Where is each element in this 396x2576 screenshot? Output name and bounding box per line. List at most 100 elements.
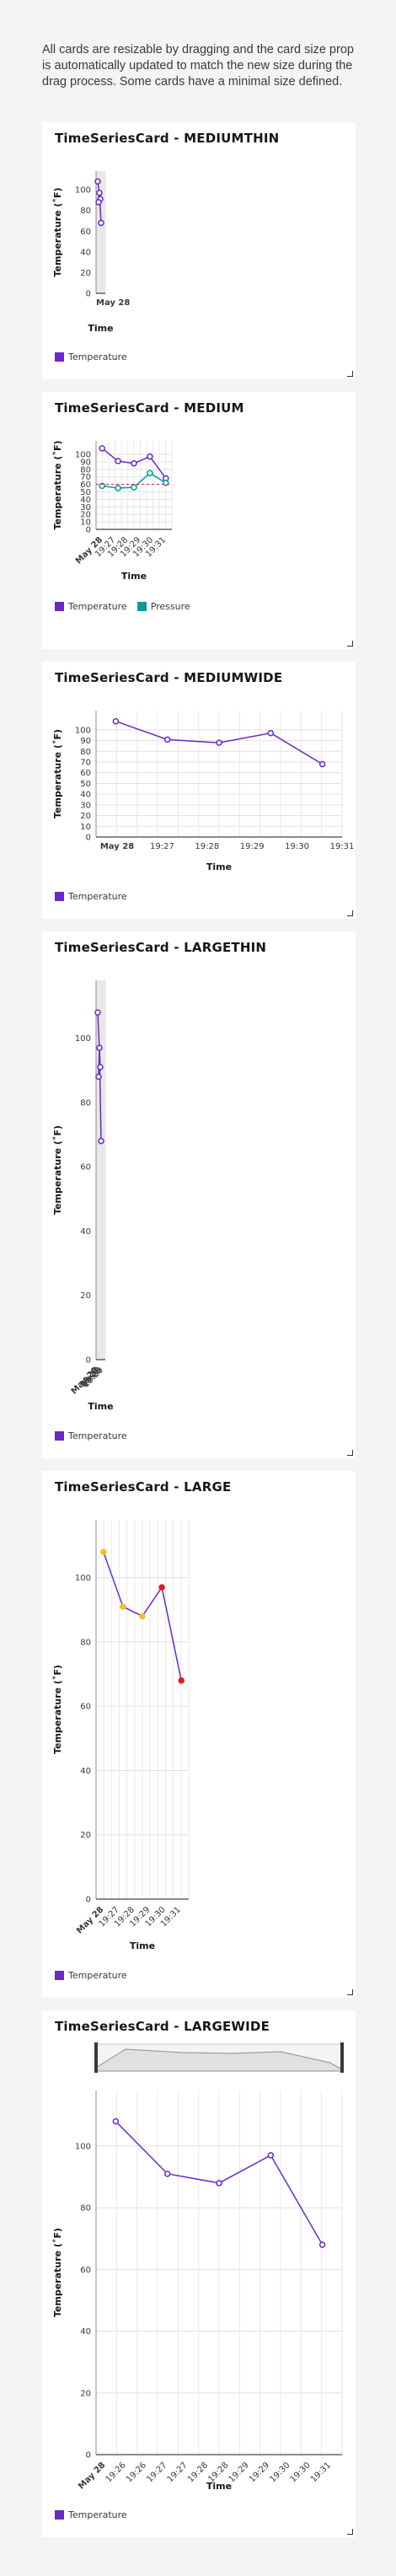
y-tick-label: 60: [80, 1703, 91, 1712]
y-tick-label: 60: [80, 228, 91, 237]
data-point[interactable]: [95, 1073, 102, 1081]
y-tick-label: 100: [75, 1034, 91, 1044]
data-point[interactable]: [267, 2152, 275, 2159]
legend-label: Temperature: [68, 352, 127, 362]
y-tick-label: 60: [80, 1163, 91, 1173]
card-largewide[interactable]: TimeSeriesCard - LARGEWIDE 0 20 40 60 80 100 Ma…: [42, 2010, 356, 2537]
data-point[interactable]: [112, 717, 120, 725]
zoom-handle-left[interactable]: [94, 2042, 98, 2073]
legend: Temperature Pressure: [55, 601, 190, 612]
data-point[interactable]: [95, 199, 102, 206]
grid: [95, 1520, 190, 1900]
x-tick-label: 19:30: [285, 842, 309, 851]
y-tick-label: 80: [80, 1638, 91, 1647]
legend-item[interactable]: Temperature: [55, 352, 127, 362]
data-point[interactable]: [115, 485, 121, 491]
resize-handle-icon[interactable]: [347, 1450, 353, 1456]
y-tick-label: 20: [80, 812, 91, 821]
legend-item[interactable]: Temperature: [55, 891, 127, 902]
y-tick-label: 70: [80, 759, 91, 768]
legend-swatch: [55, 352, 64, 362]
data-point[interactable]: [94, 1009, 101, 1016]
legend-item[interactable]: Temperature: [55, 1970, 127, 1981]
x-axis-title: Time: [130, 1940, 155, 1951]
grid: [95, 980, 106, 1360]
y-tick-label: 80: [80, 2204, 91, 2214]
legend-swatch: [55, 1431, 64, 1441]
card-mediumwide[interactable]: TimeSeriesCard - MEDIUMWIDE 0 10 20 30 40 50 60…: [42, 662, 356, 919]
data-point[interactable]: [318, 760, 326, 768]
y-tick-label: 30: [80, 801, 91, 810]
y-tick-label: 60: [80, 769, 91, 778]
legend-swatch: [136, 602, 147, 611]
legend-label: Temperature: [68, 1430, 127, 1441]
x-tick-label: 19:28: [195, 842, 219, 851]
data-point[interactable]: [115, 458, 121, 464]
y-tick-label: 60: [80, 480, 91, 490]
y-tick-label: 20: [80, 1291, 91, 1301]
resize-handle-icon[interactable]: [347, 910, 353, 916]
card-mediumthin[interactable]: TimeSeriesCard - MEDIUMTHIN 0 20 40 60 80 100 M…: [42, 122, 356, 379]
data-point[interactable]: [139, 1613, 146, 1620]
legend-item[interactable]: Temperature: [55, 2509, 127, 2520]
y-tick-label: 0: [86, 1356, 91, 1366]
resize-handle-icon[interactable]: [347, 1989, 353, 1995]
legend-label: Pressure: [150, 601, 190, 612]
y-tick-label: 40: [80, 1227, 91, 1237]
data-point[interactable]: [112, 2117, 120, 2125]
data-point[interactable]: [163, 736, 171, 743]
data-point[interactable]: [163, 2171, 171, 2177]
legend-swatch: [55, 602, 64, 611]
data-point[interactable]: [147, 470, 153, 477]
resize-handle-icon[interactable]: [347, 371, 353, 377]
data-point[interactable]: [100, 1548, 107, 1555]
x-tick-label: 19:31: [309, 2461, 333, 2484]
legend-item[interactable]: Temperature: [55, 1430, 127, 1441]
data-point[interactable]: [318, 2241, 326, 2248]
x-tick-label: 19:29: [240, 842, 265, 851]
zoom-handle-right[interactable]: [340, 2042, 344, 2073]
y-tick-label: 20: [80, 511, 91, 520]
data-point[interactable]: [216, 739, 222, 746]
y-tick-label: 20: [80, 269, 91, 278]
resize-handle-icon[interactable]: [347, 641, 353, 647]
x-tick-label: 19:27: [145, 2461, 169, 2484]
card-largethin[interactable]: TimeSeriesCard - LARGETHIN 0 20 40 60 80 100 Ma…: [42, 931, 356, 1458]
legend: Temperature: [55, 891, 127, 902]
y-axis-title: Temperature (˚F): [52, 187, 63, 276]
legend-item[interactable]: Pressure: [136, 601, 190, 612]
x-axis-title: Time: [206, 2481, 232, 2492]
legend-swatch: [55, 2510, 64, 2520]
data-point[interactable]: [98, 219, 104, 227]
data-point[interactable]: [98, 1137, 104, 1145]
data-point[interactable]: [97, 1064, 104, 1071]
data-point[interactable]: [147, 453, 153, 460]
resize-handle-icon[interactable]: [347, 2529, 353, 2535]
data-point[interactable]: [94, 178, 101, 185]
legend-swatch: [55, 892, 64, 901]
y-tick-label: 0: [86, 1896, 91, 1905]
card-large[interactable]: TimeSeriesCard - LARGE 0 20 40 60 80 100 May 28…: [42, 1471, 356, 1998]
legend: Temperature: [55, 1970, 127, 1981]
data-point[interactable]: [131, 459, 137, 467]
data-point[interactable]: [158, 1584, 165, 1591]
legend-item[interactable]: Temperature: [55, 601, 127, 612]
y-tick-label: 80: [80, 1098, 91, 1108]
data-point[interactable]: [216, 2180, 222, 2187]
series-temperature: [112, 717, 326, 768]
data-point[interactable]: [267, 729, 275, 737]
data-point[interactable]: [120, 1603, 126, 1610]
y-tick-label: 40: [80, 248, 91, 257]
data-point[interactable]: [131, 484, 137, 491]
data-point[interactable]: [178, 1677, 185, 1684]
data-point[interactable]: [99, 445, 105, 452]
data-point[interactable]: [96, 190, 103, 196]
y-tick-label: 90: [80, 458, 91, 467]
legend: Temperature: [55, 2509, 127, 2520]
grid: [95, 711, 343, 838]
data-point[interactable]: [96, 1044, 103, 1051]
y-tick-label: 80: [80, 207, 91, 216]
card-medium[interactable]: TimeSeriesCard - MEDIUM 0 10 20 30 40 50 60 70 80…: [42, 392, 356, 649]
